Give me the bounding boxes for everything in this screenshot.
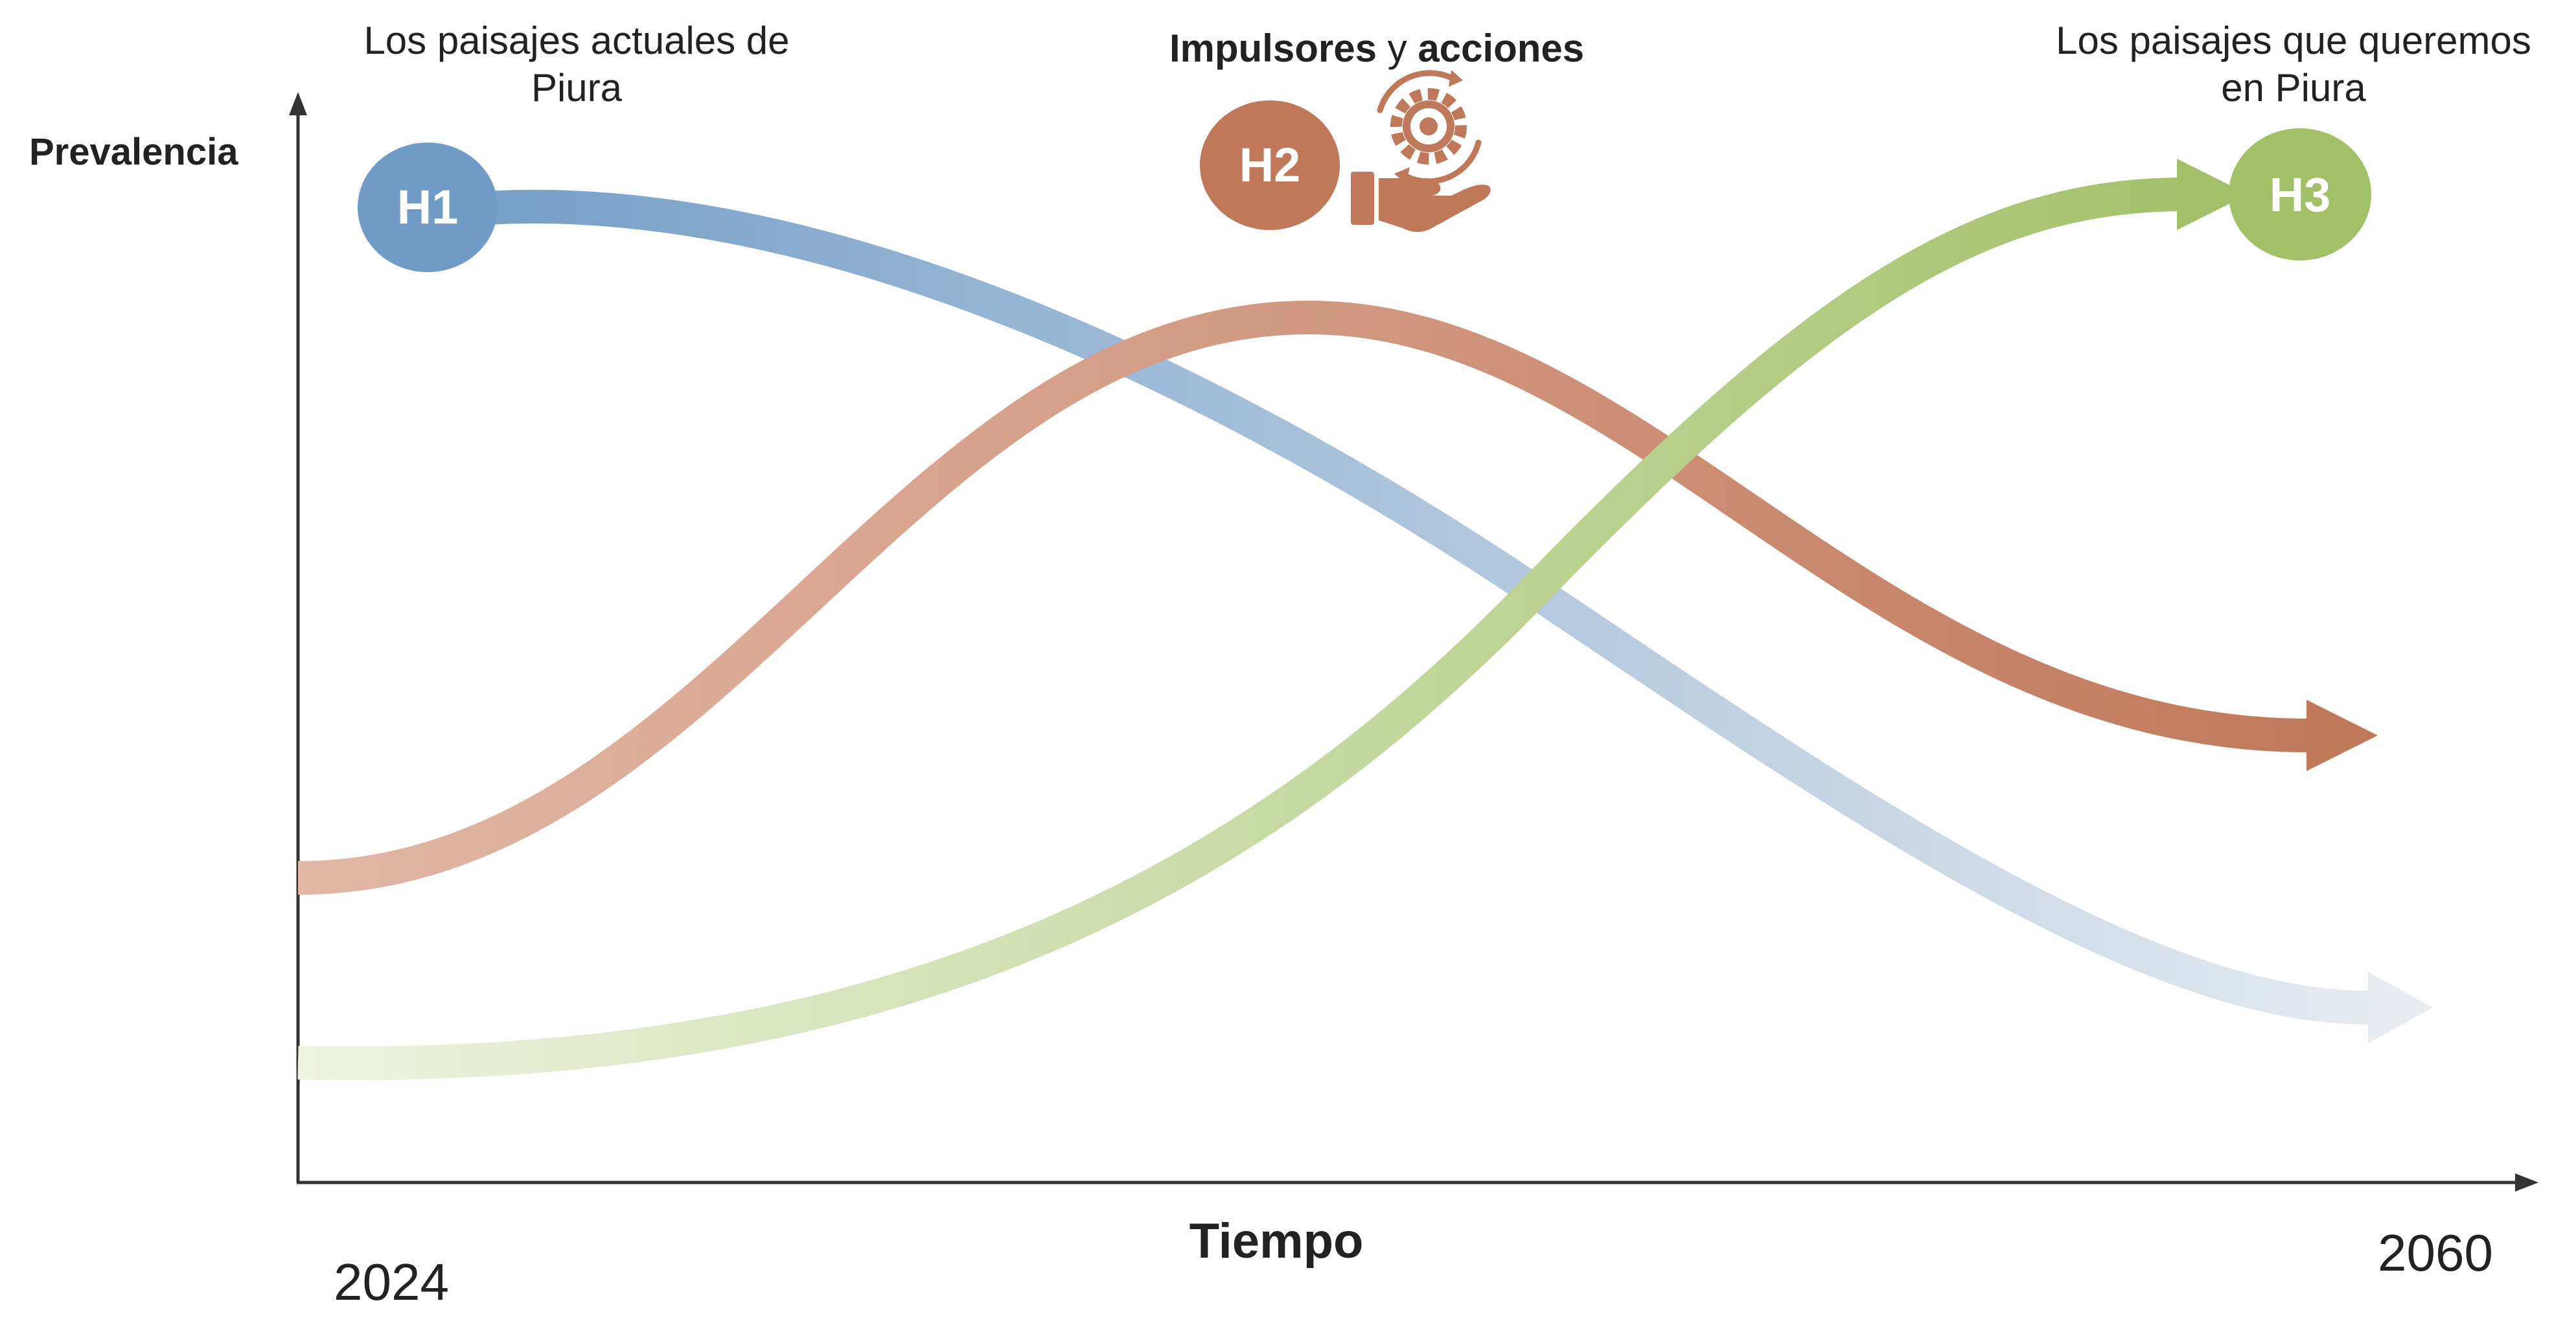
hand-icon xyxy=(1351,172,1491,232)
h2-curve-arrowhead xyxy=(2306,700,2378,771)
h1-curve-path xyxy=(452,189,2372,1025)
h3-caption-line1: Los paisajes que queremos xyxy=(2056,19,2531,62)
h1-caption-line1: Los paisajes actuales de xyxy=(363,19,790,62)
x-axis-label: Tiempo xyxy=(1189,1214,1364,1269)
h2-badge-circle xyxy=(1200,100,1340,230)
x-axis-end-year: 2060 xyxy=(2378,1224,2493,1282)
h1-badge-circle xyxy=(358,143,498,272)
h1-badge: H1 xyxy=(358,143,498,272)
h2-badge: H2 xyxy=(1200,100,1340,230)
x-axis-arrowhead xyxy=(2515,1173,2538,1192)
h2-caption: Impulsores y acciones xyxy=(1085,25,1668,72)
h3-curve xyxy=(297,159,2248,1080)
h2-curve-path xyxy=(297,300,2314,895)
h1-curve-arrowhead xyxy=(2368,972,2433,1043)
h3-curve-path xyxy=(297,178,2184,1080)
h3-caption: Los paisajes que queremos en Piura xyxy=(2002,17,2576,111)
h1-curve xyxy=(452,189,2433,1043)
h2-curve xyxy=(297,300,2378,895)
h3-caption-line2: en Piura xyxy=(2221,66,2366,110)
hand-gear-icon xyxy=(1351,70,1491,232)
gear-icon xyxy=(1390,88,1467,165)
h1-caption-line2: Piura xyxy=(531,66,623,110)
h1-badge-label: H1 xyxy=(397,180,459,234)
h3-curve-arrowhead xyxy=(2177,159,2248,230)
axes xyxy=(289,92,2538,1192)
y-axis-label: Prevalencia xyxy=(29,131,238,173)
h3-badge: H3 xyxy=(2229,128,2371,260)
h3-badge-label: H3 xyxy=(2270,168,2331,222)
h3-badge-circle xyxy=(2229,128,2371,260)
h2-caption-bold2: acciones xyxy=(1418,27,1585,70)
h2-caption-mid: y xyxy=(1387,27,1407,70)
h2-caption-bold1: Impulsores xyxy=(1169,27,1377,70)
h1-caption: Los paisajes actuales de Piura xyxy=(285,17,868,111)
x-axis-start-year: 2024 xyxy=(334,1253,449,1311)
h2-badge-label: H2 xyxy=(1239,138,1301,192)
y-axis-arrowhead xyxy=(289,92,307,115)
